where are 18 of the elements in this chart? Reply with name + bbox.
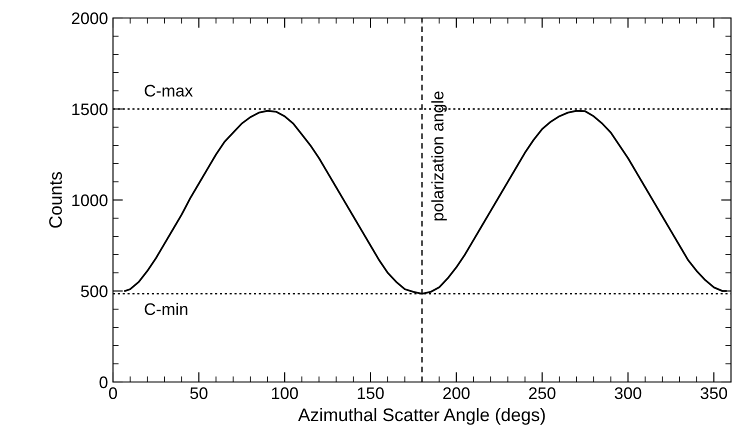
x-tick-label: 100 bbox=[272, 387, 298, 400]
x-tick-label: 50 bbox=[190, 387, 208, 400]
y-tick-label: 1500 bbox=[72, 103, 108, 116]
y-tick-label: 0 bbox=[100, 376, 108, 388]
x-tick-label: 0 bbox=[109, 387, 117, 400]
y-tick-label: 500 bbox=[81, 285, 108, 298]
x-tick-label: 300 bbox=[614, 387, 642, 400]
y-tick-label: 1000 bbox=[72, 194, 108, 206]
y-tick-label: 2000 bbox=[72, 12, 108, 24]
ref-line-label: C-min bbox=[144, 302, 188, 316]
x-tick-label: 250 bbox=[529, 387, 556, 400]
ref-line-label: polarization angle bbox=[431, 92, 447, 220]
x-axis-title: Azimuthal Scatter Angle (degs) bbox=[298, 408, 545, 425]
x-tick-label: 200 bbox=[443, 387, 470, 400]
x-tick-label: 150 bbox=[358, 387, 384, 400]
ref-line-label: C-max bbox=[144, 84, 193, 97]
x-tick-label: 350 bbox=[700, 387, 728, 400]
y-axis-title: Counts bbox=[49, 172, 62, 228]
